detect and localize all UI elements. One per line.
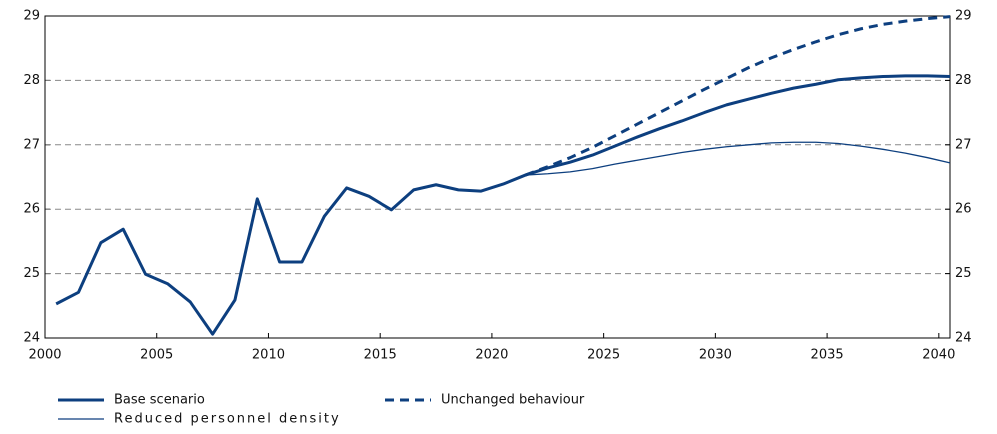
x-tick-label: 2015 bbox=[364, 348, 397, 363]
x-tick-label: 2040 bbox=[922, 348, 955, 363]
y2-tick-label: 25 bbox=[955, 266, 972, 281]
x-tick-label: 2020 bbox=[475, 348, 508, 363]
y2-tick-label: 27 bbox=[955, 137, 972, 152]
y2-tick-label: 29 bbox=[955, 9, 972, 24]
y-tick-label: 29 bbox=[23, 9, 40, 24]
y-tick-label: 25 bbox=[23, 266, 40, 281]
plot-frame bbox=[44, 15, 951, 339]
legend-label: Base scenario bbox=[114, 393, 205, 408]
legend-label: Reduced personnel density bbox=[114, 412, 341, 427]
x-tick-label: 2035 bbox=[811, 348, 844, 363]
x-tick-label: 2010 bbox=[252, 348, 285, 363]
x-tick-label: 2000 bbox=[28, 348, 61, 363]
y2-tick-label: 28 bbox=[955, 73, 972, 88]
y-tick-label: 28 bbox=[23, 73, 40, 88]
series-line bbox=[525, 141, 951, 176]
x-tick-label: 2005 bbox=[140, 348, 173, 363]
x-tick-label: 2025 bbox=[587, 348, 620, 363]
y-tick-label: 26 bbox=[23, 202, 40, 217]
y-tick-label: 24 bbox=[23, 331, 40, 346]
legend-label: Unchanged behaviour bbox=[441, 393, 585, 408]
y2-tick-label: 24 bbox=[955, 331, 972, 346]
series-line bbox=[55, 74, 951, 336]
y-tick-label: 27 bbox=[23, 137, 40, 152]
series-line bbox=[524, 15, 951, 177]
x-tick-label: 2030 bbox=[699, 348, 732, 363]
y2-tick-label: 26 bbox=[955, 202, 972, 217]
